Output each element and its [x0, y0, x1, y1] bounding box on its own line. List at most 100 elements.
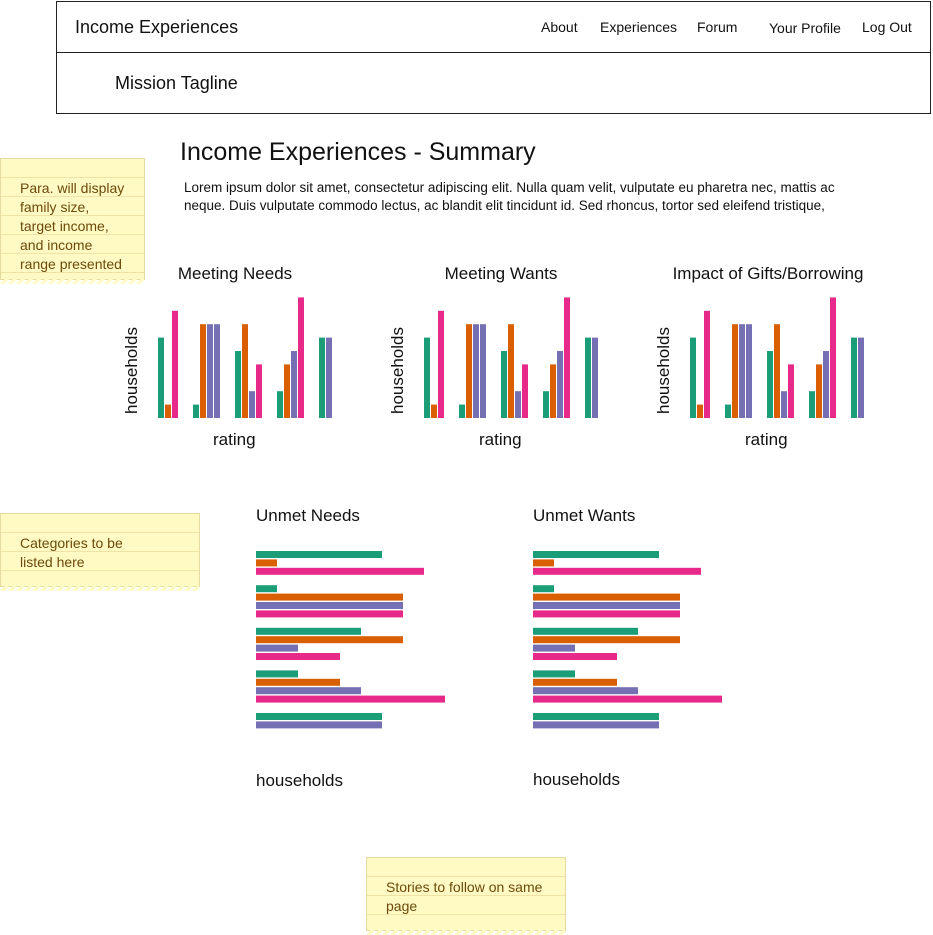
xlabel-meeting-wants: rating	[479, 430, 522, 449]
ylabel-impact-gifts: households	[654, 327, 673, 414]
bar-g2-3	[533, 653, 617, 660]
chart-impact-gifts	[690, 297, 864, 418]
bar-g0-2	[704, 310, 710, 418]
bar-g3-3	[830, 297, 836, 418]
chart-title-unmet-wants: Unmet Wants	[533, 506, 636, 525]
bar-g2-1	[533, 636, 680, 644]
bar-g2-0	[256, 627, 361, 635]
note-line: Para. will display	[20, 180, 125, 196]
bar-g0-2	[172, 310, 178, 418]
bar-g3-0	[256, 670, 298, 678]
note-line: and income	[20, 237, 93, 253]
nav-about[interactable]: About	[541, 19, 578, 35]
bar-g2-2	[249, 391, 255, 418]
bar-g1-2	[473, 324, 479, 418]
header-divider	[57, 52, 930, 53]
bar-g1-2	[256, 602, 403, 609]
xlabel-impact-gifts: rating	[745, 430, 788, 449]
bar-g3-1	[816, 364, 822, 418]
bar-g4-1	[533, 721, 659, 729]
bar-g1-2	[739, 324, 745, 418]
bar-g3-2	[291, 351, 297, 418]
bar-g3-3	[533, 695, 722, 703]
bar-g4-1	[256, 721, 382, 729]
bar-g3-1	[533, 678, 617, 686]
bar-g1-2	[207, 324, 213, 418]
bar-g0-2	[438, 310, 444, 418]
chart-title-unmet-needs: Unmet Needs	[256, 506, 360, 525]
bar-g3-0	[543, 391, 549, 418]
bar-g0-0	[424, 337, 430, 418]
brand-title[interactable]: Income Experiences	[75, 17, 239, 37]
bar-g3-2	[256, 687, 361, 695]
bar-g0-0	[158, 337, 164, 418]
chart-unmet-needs	[256, 551, 445, 729]
bar-g0-0	[690, 337, 696, 418]
bar-g1-3	[533, 610, 680, 618]
bar-g2-3	[256, 653, 340, 660]
bar-g3-0	[533, 670, 575, 678]
nav-experiences[interactable]: Experiences	[600, 19, 678, 35]
bar-g0-1	[431, 404, 437, 418]
bar-g1-0	[725, 404, 731, 418]
bar-g2-1	[242, 324, 248, 418]
bar-g2-2	[781, 391, 787, 418]
bar-g0-1	[533, 559, 554, 567]
bar-g0-1	[165, 404, 171, 418]
bar-g3-2	[557, 351, 563, 418]
intro-paragraph: Lorem ipsum dolor sit amet, consectetur …	[184, 179, 884, 215]
bar-g1-1	[256, 593, 403, 601]
chart-unmet-wants	[533, 551, 722, 729]
bar-g3-1	[284, 364, 290, 418]
bar-g4-0	[256, 713, 382, 720]
nav-log-out[interactable]: Log Out	[862, 19, 912, 35]
bar-g3-1	[256, 678, 340, 686]
bar-g2-2	[515, 391, 521, 418]
bar-g1-3	[746, 324, 752, 418]
bar-g1-0	[459, 404, 465, 418]
note-line: family size,	[20, 199, 90, 215]
bar-g3-3	[298, 297, 304, 418]
chart-meeting-wants	[424, 297, 598, 418]
bar-g3-0	[277, 391, 283, 418]
bar-g2-3	[522, 364, 528, 418]
page-title: Income Experiences - Summary	[180, 138, 536, 166]
bar-g0-2	[533, 567, 701, 575]
intro-line-1: Lorem ipsum dolor sit amet, consectetur …	[184, 180, 835, 195]
bar-g2-3	[788, 364, 794, 418]
nav-forum[interactable]: Forum	[697, 19, 738, 35]
bar-g2-1	[508, 324, 514, 418]
note-line: page	[386, 898, 418, 914]
bar-g1-3	[480, 324, 486, 418]
bar-g1-2	[533, 602, 680, 609]
bar-g4-0	[851, 337, 857, 418]
bar-g1-0	[256, 585, 277, 593]
bar-g3-3	[256, 695, 445, 703]
intro-line-2: neque. Duis vulputate commodo lectus, ac…	[184, 198, 825, 213]
bar-g4-1	[858, 337, 864, 418]
bar-g4-1	[592, 337, 598, 418]
chart-title-meeting-needs: Meeting Needs	[177, 264, 293, 283]
bar-g0-2	[256, 567, 424, 575]
note-categories: Categories to be listed here	[0, 513, 200, 591]
note-para-info: Para. will display family size, target i…	[0, 158, 145, 284]
ylabel-meeting-wants: households	[388, 327, 407, 414]
bar-g1-0	[533, 585, 554, 593]
bar-g4-0	[533, 713, 659, 720]
xlabel-meeting-needs: rating	[213, 430, 256, 449]
xlabel-unmet-needs: households	[256, 771, 343, 790]
note-line: Stories to follow on same	[386, 879, 543, 895]
site-header: Income Experiences Mission Tagline	[56, 1, 931, 114]
chart-meeting-needs	[158, 297, 332, 418]
xlabel-unmet-wants: households	[533, 770, 620, 789]
bar-g0-1	[697, 404, 703, 418]
bar-g2-1	[256, 636, 403, 644]
note-line: range presented	[20, 256, 122, 272]
bar-g1-3	[214, 324, 220, 418]
nav-your-profile[interactable]: Your Profile	[769, 20, 841, 36]
chart-title-meeting-wants: Meeting Wants	[444, 264, 558, 283]
bar-g2-0	[533, 627, 638, 635]
bar-g1-0	[193, 404, 199, 418]
bar-g0-0	[256, 551, 382, 558]
bar-g3-3	[564, 297, 570, 418]
